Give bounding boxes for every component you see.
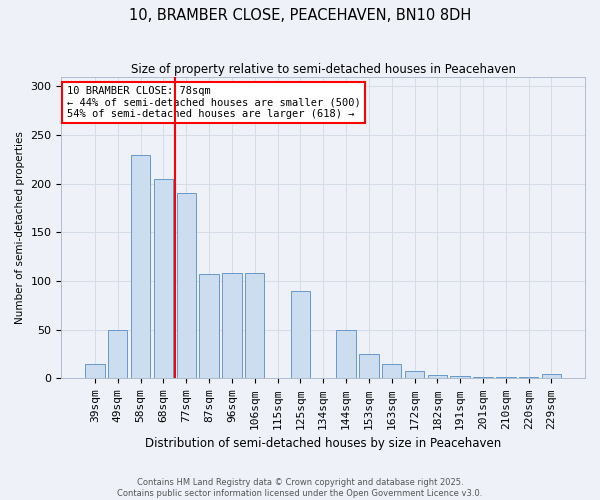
- Bar: [222, 274, 242, 378]
- Text: 10, BRAMBER CLOSE, PEACEHAVEN, BN10 8DH: 10, BRAMBER CLOSE, PEACEHAVEN, BN10 8DH: [129, 8, 471, 22]
- Bar: [131, 154, 150, 378]
- Bar: [359, 354, 379, 378]
- Bar: [290, 291, 310, 378]
- Bar: [428, 374, 447, 378]
- Bar: [199, 274, 219, 378]
- Bar: [85, 364, 104, 378]
- Bar: [176, 194, 196, 378]
- Bar: [245, 274, 265, 378]
- Bar: [382, 364, 401, 378]
- Text: 10 BRAMBER CLOSE: 78sqm
← 44% of semi-detached houses are smaller (500)
54% of s: 10 BRAMBER CLOSE: 78sqm ← 44% of semi-de…: [67, 86, 361, 119]
- Text: Contains HM Land Registry data © Crown copyright and database right 2025.
Contai: Contains HM Land Registry data © Crown c…: [118, 478, 482, 498]
- Title: Size of property relative to semi-detached houses in Peacehaven: Size of property relative to semi-detach…: [131, 62, 516, 76]
- X-axis label: Distribution of semi-detached houses by size in Peacehaven: Distribution of semi-detached houses by …: [145, 437, 502, 450]
- Bar: [542, 374, 561, 378]
- Bar: [451, 376, 470, 378]
- Y-axis label: Number of semi-detached properties: Number of semi-detached properties: [15, 131, 25, 324]
- Bar: [337, 330, 356, 378]
- Bar: [405, 370, 424, 378]
- Bar: [154, 179, 173, 378]
- Bar: [108, 330, 127, 378]
